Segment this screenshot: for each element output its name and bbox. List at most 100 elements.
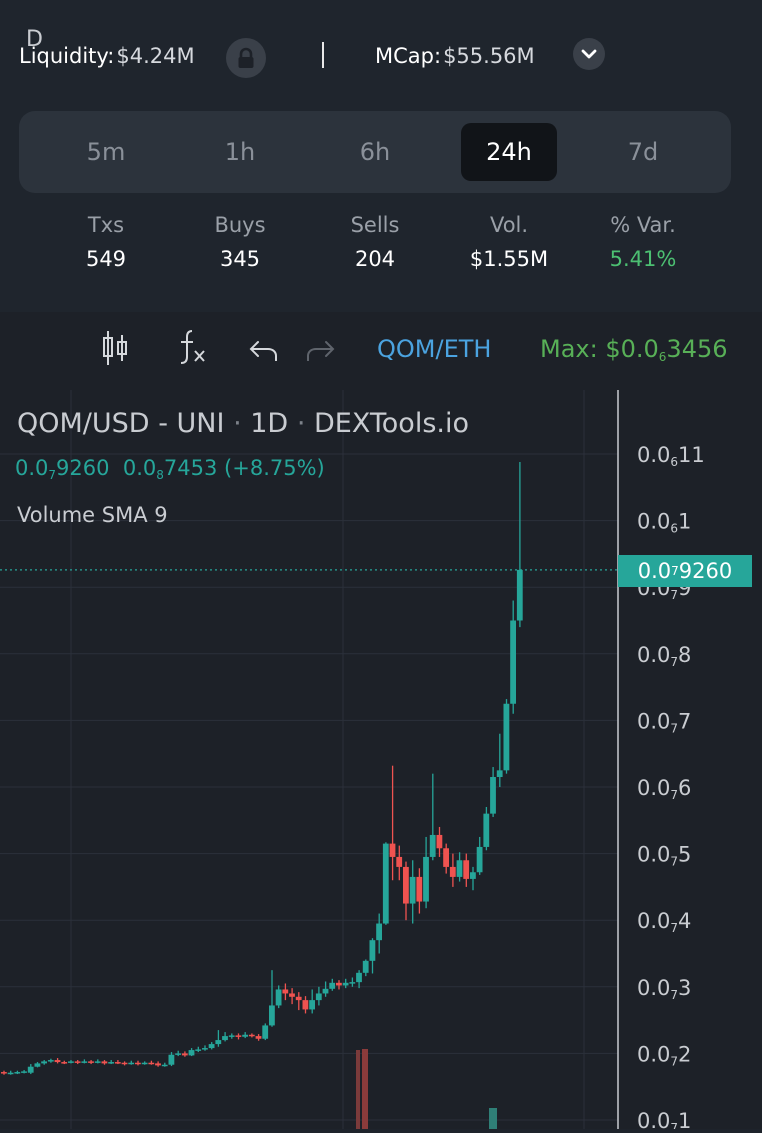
candle [429, 834, 436, 857]
chart-source: DEXTools.io [314, 408, 469, 439]
candle [382, 843, 389, 924]
candle [295, 996, 302, 1001]
tab-1h[interactable]: 1h [224, 138, 256, 166]
candle [68, 1061, 74, 1063]
stat-label: Buys [214, 213, 266, 237]
candle [362, 960, 369, 973]
market-cap: MCap: $55.56M [375, 40, 535, 72]
candle [409, 876, 416, 904]
chevron-down-icon[interactable] [573, 38, 605, 70]
timeframe-tabs: 5m 1h 6h 24h 7d [19, 111, 731, 193]
chart-symbol: QOM/USD [17, 408, 150, 439]
candle [41, 1061, 47, 1064]
stat-sells: Sells 204 [310, 213, 440, 271]
axis-tick-label: 0.078 [637, 643, 691, 669]
candle [54, 1060, 61, 1063]
candle [47, 1060, 54, 1062]
candle [74, 1061, 81, 1063]
axis-tick-label: 0.061 [637, 510, 691, 536]
stat-volume: Vol. $1.55M [444, 213, 574, 271]
candle [168, 1054, 175, 1065]
candle [228, 1035, 235, 1037]
ohlc-value-b: 0.087453 [122, 456, 218, 482]
chart-interval: 1D [250, 408, 289, 439]
candle [222, 1036, 228, 1041]
candle [496, 770, 503, 778]
price-tag-zeros: 7 [671, 564, 679, 578]
candle [181, 1053, 188, 1056]
candle [188, 1050, 195, 1056]
candle [302, 1000, 309, 1010]
candle [289, 993, 295, 997]
interval-button[interactable]: D [26, 26, 43, 52]
candle [195, 1049, 202, 1051]
axis-tick-label: 0.077 [637, 709, 691, 735]
price-tag-prefix: 0.0 [637, 559, 672, 583]
ohlc-b-prefix: 0.0 [122, 456, 157, 480]
volume-bar [362, 1049, 368, 1133]
candle [121, 1062, 128, 1065]
tab-7d[interactable]: 7d [627, 138, 659, 166]
stat-txs: Txs 549 [41, 213, 171, 271]
tab-5m[interactable]: 5m [86, 138, 126, 166]
stat-label: Vol. [489, 213, 529, 237]
redo-icon[interactable] [304, 336, 336, 366]
stats-panel: Liquidity: $4.24M MCap: $55.56M 5m 1h 6h… [0, 0, 762, 312]
candle [470, 872, 476, 879]
ohlc-a-digits: 9260 [56, 456, 110, 480]
mcap-label: MCap: [375, 44, 442, 68]
axis-tick-label: 0.074 [637, 909, 691, 935]
stat-value: 345 [219, 247, 261, 271]
ohlc-b-zeros: 8 [156, 468, 164, 482]
current-price-tag: 0.0 7 9260 [618, 555, 752, 587]
candle [516, 569, 523, 621]
tab-24h[interactable]: 24h [461, 123, 557, 181]
tab-6h[interactable]: 6h [359, 138, 391, 166]
divider [322, 42, 324, 68]
candle [248, 1034, 255, 1037]
candle [449, 866, 456, 877]
candle [14, 1072, 21, 1074]
axis-tick-label: 0.076 [637, 776, 691, 802]
candle [155, 1063, 161, 1066]
candle [356, 972, 362, 983]
candle [7, 1072, 14, 1075]
candle [349, 982, 356, 984]
candle [463, 860, 470, 879]
stat-value: 5.41% [609, 247, 677, 271]
ohlc-b-digits: 7453 [163, 456, 218, 480]
candle [490, 777, 496, 814]
candle [101, 1061, 108, 1064]
candlestick-icon[interactable] [100, 331, 130, 365]
chart-symbol-line: QOM/USD - UNI · 1D · DEXTools.io [17, 408, 469, 439]
candle [282, 989, 289, 994]
candle [175, 1053, 181, 1055]
price-chart[interactable]: 0.0611 0.061 0.079 0.078 0.077 0.076 0.075 0.07… [0, 390, 762, 1133]
volume-bar [489, 1108, 497, 1133]
pair-selector[interactable]: QOM/ETH [377, 335, 492, 363]
axis-tick-label: 0.071 [637, 1109, 691, 1129]
max-prefix: Max: $0.0 [540, 335, 659, 363]
liquidity-value: $4.24M [116, 44, 195, 68]
candle [61, 1062, 68, 1064]
candle [141, 1062, 148, 1065]
candle [443, 848, 449, 867]
candle [114, 1062, 121, 1064]
candle [329, 982, 336, 989]
undo-icon[interactable] [248, 336, 280, 366]
stat-label: Sells [350, 213, 400, 237]
axis-tick-label: 0.072 [637, 1042, 691, 1068]
function-icon[interactable] [176, 330, 208, 364]
candle [336, 982, 342, 986]
axis-tick-label: 0.075 [637, 843, 691, 869]
candle [416, 876, 423, 902]
candle [436, 834, 443, 849]
indicator-label[interactable]: Volume SMA 9 [17, 503, 168, 527]
candlestick-chart[interactable]: 0.06110.0610.0790.0780.0770.0760.0750.07… [0, 390, 762, 1133]
stat-label: Txs [87, 213, 125, 237]
candle [128, 1062, 135, 1065]
stat-value: 204 [354, 247, 396, 271]
lock-icon[interactable] [226, 38, 266, 78]
stat-label: % Var. [610, 213, 676, 237]
max-price: Max: $0.063456 [540, 335, 728, 364]
